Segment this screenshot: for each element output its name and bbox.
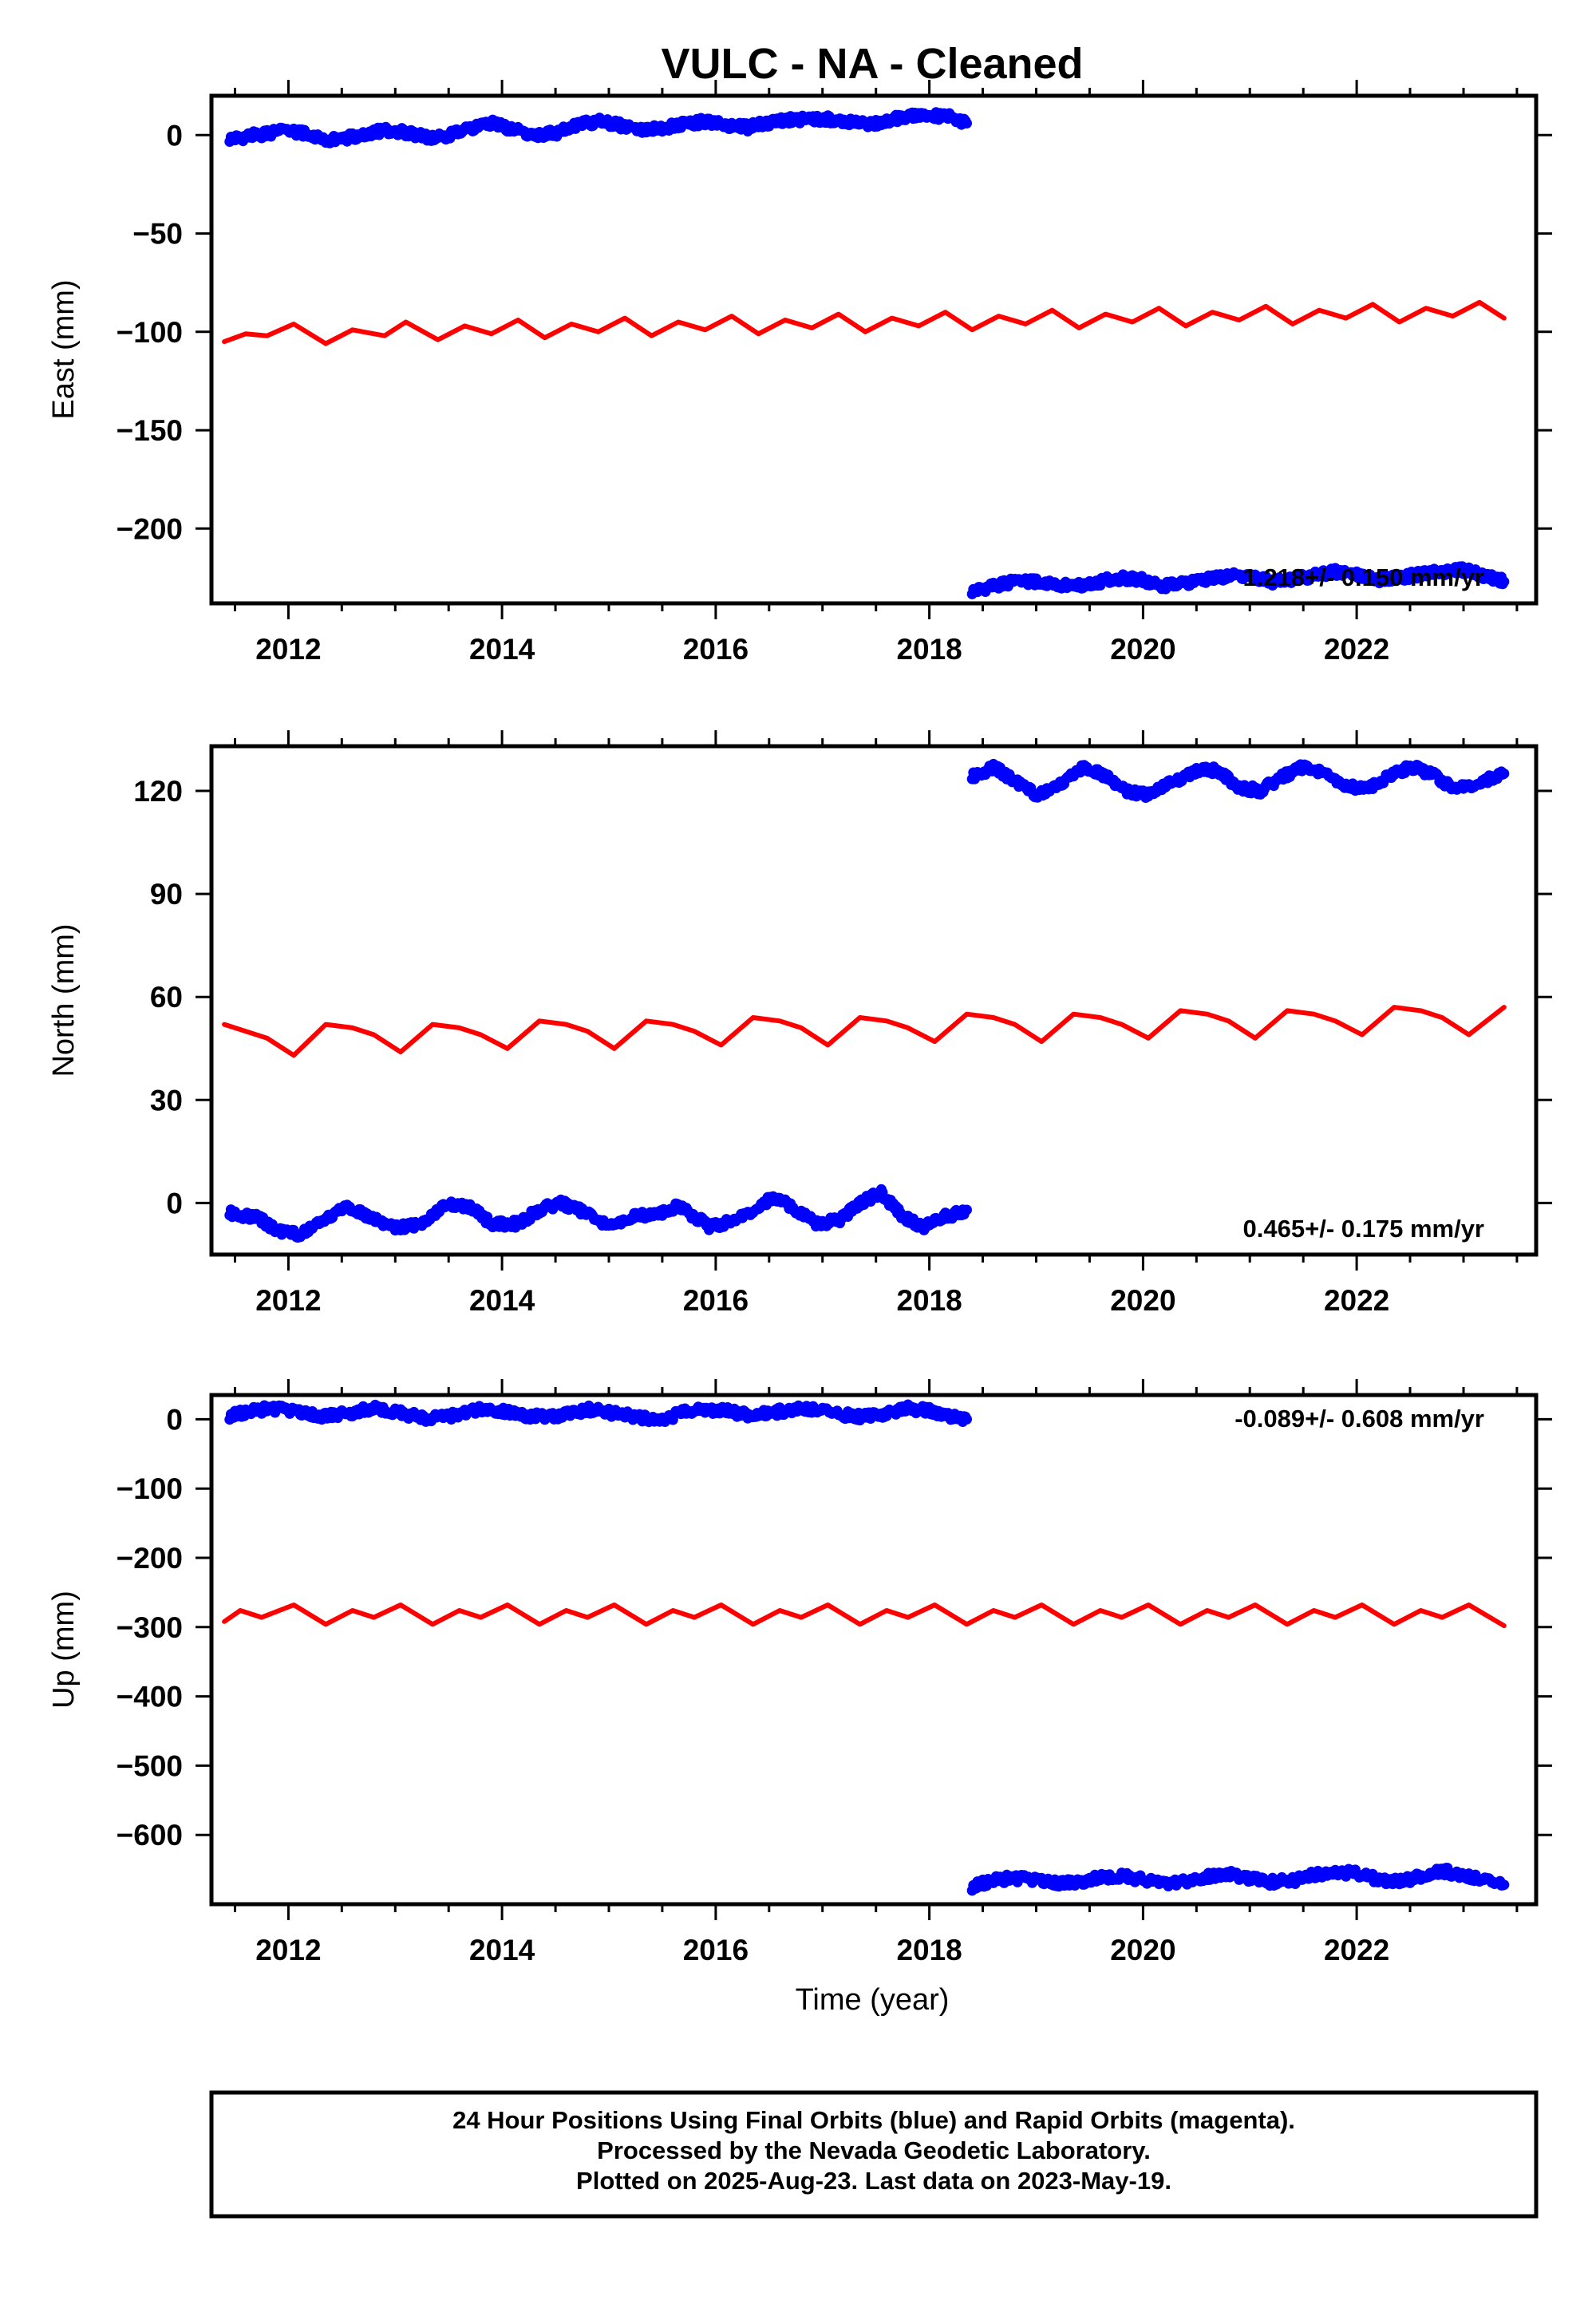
east-model-line — [222, 299, 1507, 346]
figure-title: VULC - NA - Cleaned — [661, 40, 1083, 88]
up-x-tick-label: 2012 — [255, 1934, 321, 1966]
north-x-tick-label: 2012 — [255, 1284, 321, 1317]
up-panel: 2012 2014 2016 2018 2020 2022 0 −100 −200 −300 −40… — [47, 1379, 1552, 1966]
north-data-series-0 — [224, 1184, 972, 1243]
east-x-tick-label: 2016 — [683, 633, 749, 666]
up-y-tick-label: 0 — [166, 1403, 183, 1436]
east-rate-label: 1.218+/- 0.150 mm/yr — [1243, 563, 1484, 591]
up-model-line — [222, 1603, 1507, 1629]
up-x-tick-label: 2016 — [683, 1934, 749, 1966]
x-axis-title: Time (year) — [796, 1983, 950, 2017]
north-x-tick-label: 2016 — [683, 1284, 749, 1317]
east-y-axis-title: East (mm) — [47, 279, 81, 419]
east-x-tick-label: 2020 — [1110, 633, 1175, 666]
north-x-tick-label: 2022 — [1324, 1284, 1389, 1317]
up-y-tick-label: −600 — [117, 1819, 183, 1852]
north-data-point — [1499, 768, 1510, 779]
east-x-tick-label: 2022 — [1324, 633, 1389, 666]
footer-line-1: 24 Hour Positions Using Final Orbits (bl… — [452, 2106, 1295, 2134]
up-x-tick-label: 2020 — [1110, 1934, 1175, 1966]
east-y-tick-label: 0 — [166, 119, 183, 152]
up-data-point — [962, 1413, 972, 1425]
north-y-tick-label: 90 — [150, 878, 183, 911]
footer-line-3: Plotted on 2025-Aug-23. Last data on 202… — [576, 2167, 1171, 2195]
up-y-tick-label: −100 — [117, 1472, 183, 1505]
up-x-tick-label: 2014 — [469, 1934, 535, 1966]
up-y-tick-label: −400 — [117, 1681, 183, 1713]
north-x-tick-label: 2014 — [469, 1284, 535, 1317]
north-y-axis-title: North (mm) — [47, 923, 81, 1077]
up-x-tick-label: 2018 — [896, 1934, 962, 1966]
east-panel: 2012 2014 2016 2018 2020 2022 0 −50 −100 −150 −200… — [47, 80, 1552, 666]
east-data-point — [1499, 576, 1510, 587]
east-data-series-1 — [966, 561, 1510, 599]
north-y-tick-label: 60 — [150, 981, 183, 1014]
up-x-tick-label: 2022 — [1324, 1934, 1389, 1966]
north-data-series-1 — [966, 758, 1510, 803]
north-y-tick-label: 30 — [150, 1084, 183, 1117]
footer-box — [209, 2090, 1539, 2219]
north-x-tick-label: 2018 — [896, 1284, 962, 1317]
north-model-line — [222, 1005, 1507, 1058]
east-plot-frame — [209, 93, 1539, 606]
north-panel: 2012 2014 2016 2018 2020 2022 0 30 60 90 120 North … — [47, 730, 1552, 1317]
up-data-point — [1499, 1879, 1510, 1891]
east-y-tick-label: −100 — [117, 316, 183, 349]
up-rate-label: -0.089+/- 0.608 mm/yr — [1235, 1405, 1484, 1433]
up-plot-frame — [209, 1393, 1539, 1907]
east-y-tick-label: −50 — [132, 218, 183, 251]
east-data-point — [962, 118, 972, 128]
north-y-tick-label: 0 — [166, 1187, 183, 1219]
up-y-axis-title: Up (mm) — [47, 1591, 81, 1709]
up-y-tick-label: −500 — [117, 1749, 183, 1782]
north-rate-label: 0.465+/- 0.175 mm/yr — [1243, 1215, 1484, 1243]
north-plot-frame — [209, 744, 1539, 1257]
east-x-tick-label: 2012 — [255, 633, 321, 666]
north-data-point — [962, 1204, 972, 1215]
east-data-series-0 — [224, 107, 972, 148]
east-x-tick-label: 2018 — [896, 633, 962, 666]
north-x-tick-label: 2020 — [1110, 1284, 1175, 1317]
up-data-series-0 — [224, 1399, 972, 1428]
footer-line-2: Processed by the Nevada Geodetic Laborat… — [597, 2136, 1151, 2164]
east-y-tick-label: −200 — [117, 512, 183, 545]
east-x-tick-label: 2014 — [469, 633, 535, 666]
north-y-tick-label: 120 — [133, 775, 183, 808]
up-data-series-1 — [966, 1863, 1510, 1896]
up-y-tick-label: −200 — [117, 1542, 183, 1575]
up-y-tick-label: −300 — [117, 1611, 183, 1644]
east-y-tick-label: −150 — [117, 414, 183, 447]
